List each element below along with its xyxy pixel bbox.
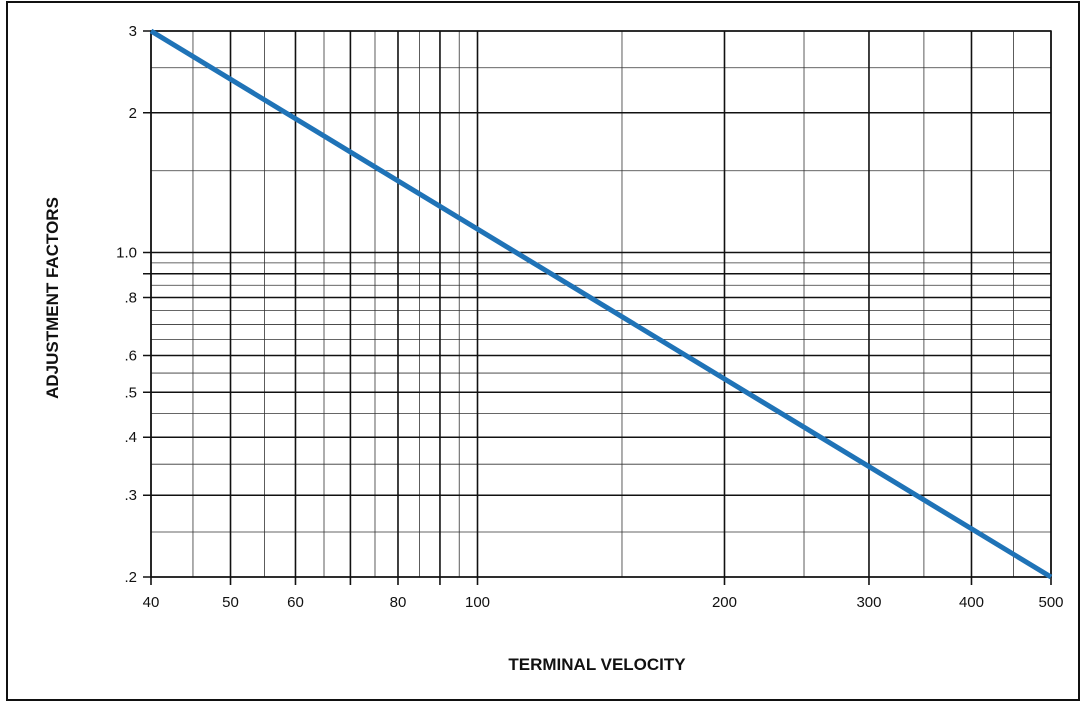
x-tick-labels: 40 50 60 80 100 200 300 400 500 <box>143 594 1064 611</box>
x-tick-label: 40 <box>143 594 160 611</box>
minor-gridlines <box>151 31 1051 577</box>
y-tick-label: .8 <box>124 289 137 306</box>
y-tick-label: .4 <box>124 429 137 446</box>
y-tick-label: .5 <box>124 384 137 401</box>
x-tick-label: 300 <box>856 594 881 611</box>
x-tick-label: 400 <box>959 594 984 611</box>
x-tick-label: 50 <box>222 594 239 611</box>
y-tick-label: .6 <box>124 347 137 364</box>
y-tick-label: .2 <box>124 569 137 586</box>
y-tick-label: 1.0 <box>116 245 137 262</box>
plot-area-border <box>150 30 1052 578</box>
series-line <box>149 28 1053 580</box>
x-axis-title: TERMINAL VELOCITY <box>508 655 686 674</box>
adjustment-factor-chart: 40 50 60 80 100 200 300 400 500 .2 .3 .4 .5 .6 .8 1.0 2… <box>43 23 1064 674</box>
x-tick-label: 60 <box>287 594 304 611</box>
x-tick-label: 200 <box>712 594 737 611</box>
chart-frame: 40 50 60 80 100 200 300 400 500 .2 .3 .4 .5 .6 .8 1.0 2… <box>6 1 1080 701</box>
x-tick-label: 80 <box>390 594 407 611</box>
y-tick-label: 2 <box>129 105 137 122</box>
y-tick-label: 3 <box>129 23 137 40</box>
y-axis-title: ADJUSTMENT FACTORS <box>43 197 62 399</box>
x-tick-label: 500 <box>1038 594 1063 611</box>
y-tick-labels: .2 .3 .4 .5 .6 .8 1.0 2 3 <box>116 23 137 586</box>
series-layer <box>149 28 1053 580</box>
major-gridlines <box>143 30 1052 585</box>
x-tick-label: 100 <box>465 594 490 611</box>
y-tick-label: .3 <box>124 487 137 504</box>
